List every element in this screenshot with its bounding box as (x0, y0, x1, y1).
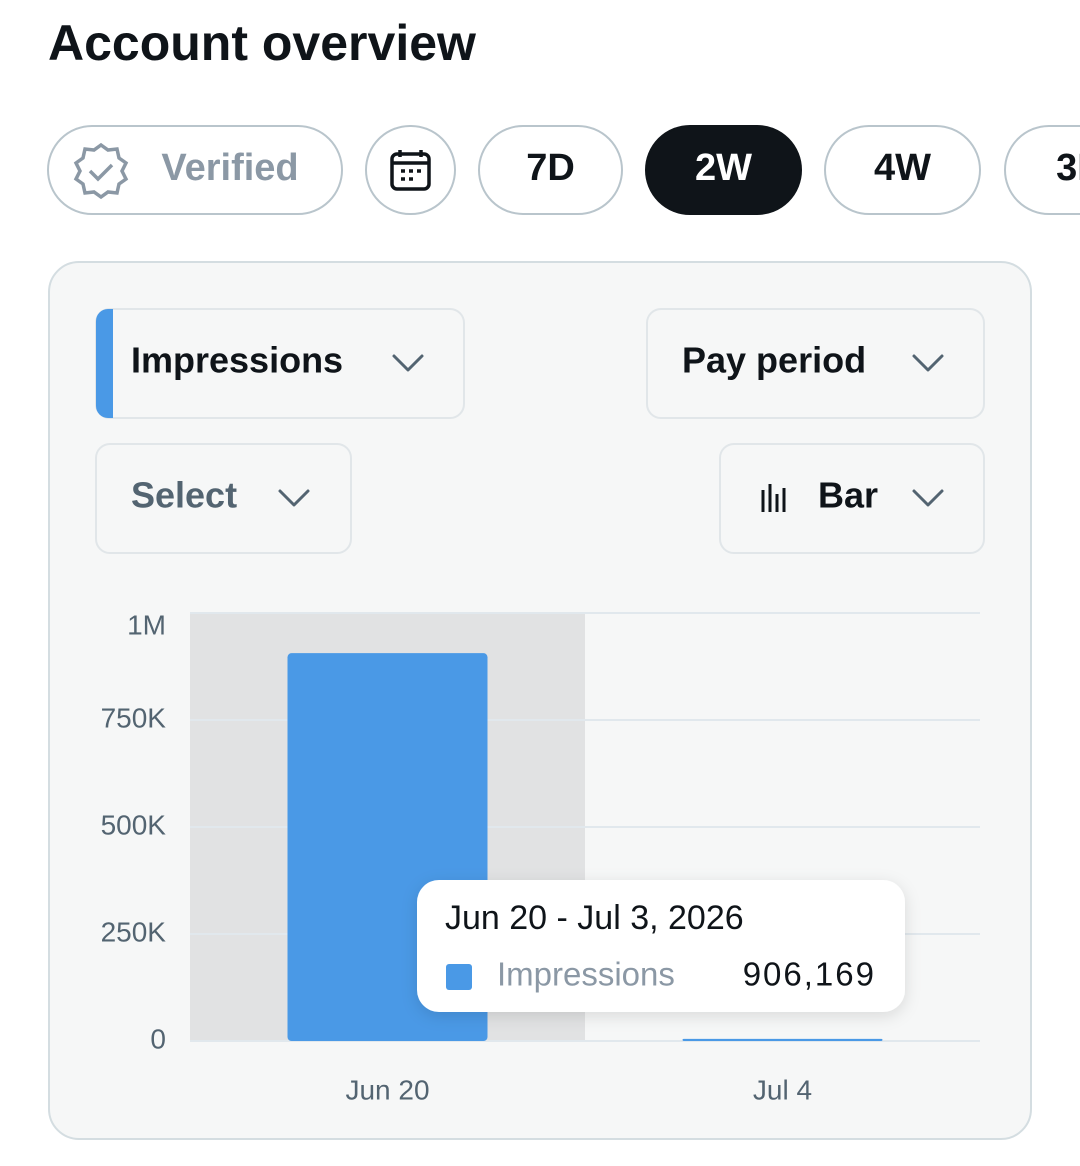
dropdown-label: Impressions (131, 340, 343, 381)
bar (682, 1038, 883, 1041)
chevron (912, 489, 944, 507)
tooltip: Jun 20 - Jul 3, 2026 Impressions 906,169 (417, 880, 905, 1012)
pill (824, 125, 981, 215)
x-tick-label: Jul 4 (753, 1074, 812, 1105)
compare-dropdown[interactable]: Select (95, 443, 352, 554)
dropdown (646, 308, 985, 419)
page-title: Account overview (48, 15, 476, 71)
chevron (912, 354, 944, 372)
tooltip-value: 906,169 (743, 956, 876, 993)
dropdown (95, 443, 352, 554)
tooltip-series: Impressions (497, 956, 675, 993)
range-pill[interactable]: 7D (478, 125, 623, 215)
verified-icon (73, 142, 129, 200)
pill-label: 2W (695, 147, 752, 189)
series-marker (96, 309, 113, 418)
chevron (278, 489, 310, 507)
pill (1004, 125, 1080, 215)
calendar-icon (390, 152, 431, 191)
pill-label: 4W (874, 147, 931, 189)
pill-label: 7D (526, 147, 575, 189)
pill (478, 125, 623, 215)
calendar-detail (392, 150, 429, 181)
x-tick-label: Jun 20 (345, 1074, 429, 1105)
range-pill[interactable]: 3M (1004, 125, 1080, 215)
y-tick-label: 0 (150, 1023, 166, 1054)
range-pill[interactable]: 4W (824, 125, 981, 215)
dropdown-label: Pay period (682, 340, 866, 381)
pill-label: 3M (1056, 147, 1080, 189)
bar-icon (761, 484, 786, 512)
tooltip-box (417, 880, 905, 1012)
pill (645, 125, 802, 215)
y-tick-label: 500K (101, 809, 167, 840)
tooltip-title: Jun 20 - Jul 3, 2026 (445, 899, 744, 937)
verified-filter[interactable]: Verified (47, 125, 343, 215)
tooltip-swatch (446, 964, 472, 990)
calendar-button[interactable] (365, 125, 456, 215)
y-tick-label: 750K (101, 702, 167, 733)
check-icon (88, 163, 114, 182)
chart-type-dropdown[interactable]: Bar (719, 443, 985, 554)
dropdown (719, 443, 985, 554)
pill-label: Verified (161, 147, 298, 189)
range-pill[interactable]: 2W (645, 125, 802, 215)
dropdown-label: Select (131, 475, 237, 516)
dropdown-label: Bar (818, 475, 878, 516)
period-dropdown[interactable]: Pay period (646, 308, 985, 419)
metric-dropdown[interactable]: Impressions (95, 308, 465, 419)
y-tick-label: 250K (101, 916, 167, 947)
range-options: 7D 2W 4W 3M (478, 125, 1080, 215)
pill (47, 125, 343, 215)
chevron (392, 354, 424, 372)
y-tick-label: 1M (127, 609, 166, 640)
